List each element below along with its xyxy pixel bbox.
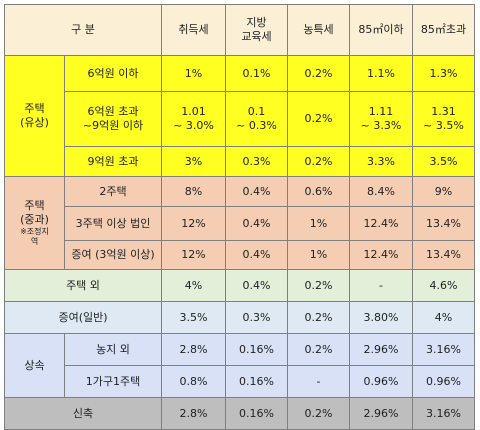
header-over-85: 85㎡초과 xyxy=(412,4,475,56)
row-label: 증여 (3억원 이상) xyxy=(64,240,162,270)
cell-local-education: 0.4% xyxy=(225,240,288,270)
cell-under-85: 1.1% xyxy=(349,55,413,92)
row-label: 9억원 초과 xyxy=(64,146,162,177)
header-local-education-tax: 지방 교육세 xyxy=(225,4,288,56)
table-row: 1가구1주택 0.8% 0.16% - 0.96% 0.96% xyxy=(5,365,475,398)
group-housing-heavy-note: ※조정지 역 xyxy=(20,227,49,246)
row-label: 주택 외 xyxy=(4,269,162,302)
cell-acquisition: 8% xyxy=(161,176,226,207)
header-acquisition-tax: 취득세 xyxy=(161,4,226,56)
group-housing-heavy-label: 주택 (중과) xyxy=(20,199,49,226)
row-label: 증여(일반) xyxy=(4,301,162,334)
cell-over-85: 4% xyxy=(412,301,475,334)
cell-under-85: 2.96% xyxy=(349,397,413,430)
table-row: 9억원 초과 3% 0.3% 0.2% 3.3% 3.5% xyxy=(5,146,475,177)
row-label: 1가구1주택 xyxy=(64,365,162,398)
cell-farm-special: - xyxy=(287,365,350,398)
cell-local-education: 0.4% xyxy=(225,176,288,207)
tax-rate-table: 구 분 취득세 지방 교육세 농특세 85㎡이하 85㎡초과 주택 (유상) 6… xyxy=(4,4,475,430)
cell-farm-special: 0.2% xyxy=(287,146,350,177)
row-label: 농지 외 xyxy=(64,333,162,366)
table-row: 증여 (3억원 이상) 12% 0.4% 1% 12.4% 13.4% xyxy=(5,240,475,270)
group-housing-heavy: 주택 (중과) ※조정지 역 xyxy=(4,176,65,270)
cell-acquisition: 1.01 ~ 3.0% xyxy=(161,91,226,147)
cell-under-85: 0.96% xyxy=(349,365,413,398)
cell-farm-special: 0.2% xyxy=(287,397,350,430)
cell-farm-special: 0.2% xyxy=(287,269,350,302)
header-category: 구 분 xyxy=(4,4,162,56)
cell-over-85: 0.96% xyxy=(412,365,475,398)
header-row: 구 분 취득세 지방 교육세 농특세 85㎡이하 85㎡초과 xyxy=(4,4,475,56)
cell-over-85: 3.5% xyxy=(412,146,475,177)
cell-farm-special: 1% xyxy=(287,206,350,241)
cell-local-education: 0.3% xyxy=(225,301,288,334)
cell-acquisition: 3.5% xyxy=(161,301,226,334)
cell-under-85: - xyxy=(349,269,413,302)
cell-acquisition: 12% xyxy=(161,240,226,270)
cell-under-85: 2.96% xyxy=(349,333,413,366)
row-label: 2주택 xyxy=(64,176,162,207)
row-label: 6억원 초과 ~9억원 이하 xyxy=(64,91,162,147)
table-row: 상속 농지 외 2.8% 0.16% 0.2% 2.96% 3.16% xyxy=(4,333,475,398)
cell-acquisition: 2.8% xyxy=(161,333,226,366)
cell-under-85: 12.4% xyxy=(349,240,413,270)
row-label: 신축 xyxy=(4,397,162,430)
cell-over-85: 4.6% xyxy=(412,269,475,302)
cell-over-85: 13.4% xyxy=(412,240,475,270)
header-farm-special-tax: 농특세 xyxy=(287,4,350,56)
cell-over-85: 13.4% xyxy=(412,206,475,241)
table-row: 주택 외 4% 0.4% 0.2% - 4.6% xyxy=(4,269,475,302)
cell-local-education: 0.16% xyxy=(225,333,288,366)
table-row: 3주택 이상 법인 12% 0.4% 1% 12.4% 13.4% xyxy=(5,206,475,241)
cell-farm-special: 0.6% xyxy=(287,176,350,207)
cell-farm-special: 0.2% xyxy=(287,91,350,147)
cell-over-85: 3.16% xyxy=(412,397,475,430)
cell-local-education: 0.1 ~ 0.3% xyxy=(225,91,288,147)
table-row: 신축 2.8% 0.16% 0.2% 2.96% 3.16% xyxy=(4,397,475,430)
cell-acquisition: 12% xyxy=(161,206,226,241)
cell-acquisition: 4% xyxy=(161,269,226,302)
cell-under-85: 8.4% xyxy=(349,176,413,207)
cell-under-85: 3.80% xyxy=(349,301,413,334)
cell-acquisition: 3% xyxy=(161,146,226,177)
table-row: 주택 (중과) ※조정지 역 2주택 8% 0.4% 0.6% 8.4% 9% xyxy=(4,176,475,270)
cell-under-85: 3.3% xyxy=(349,146,413,177)
cell-under-85: 12.4% xyxy=(349,206,413,241)
cell-acquisition: 0.8% xyxy=(161,365,226,398)
cell-local-education: 0.4% xyxy=(225,206,288,241)
table-row: 6억원 초과 ~9억원 이하 1.01 ~ 3.0% 0.1 ~ 0.3% 0.… xyxy=(5,91,475,147)
cell-over-85: 3.16% xyxy=(412,333,475,366)
cell-farm-special: 0.2% xyxy=(287,333,350,366)
cell-farm-special: 1% xyxy=(287,240,350,270)
header-under-85: 85㎡이하 xyxy=(349,4,413,56)
cell-local-education: 0.3% xyxy=(225,146,288,177)
table-row: 증여(일반) 3.5% 0.3% 0.2% 3.80% 4% xyxy=(4,301,475,334)
cell-over-85: 1.3% xyxy=(412,55,475,92)
cell-under-85: 1.11 ~ 3.3% xyxy=(349,91,413,147)
group-housing-paid: 주택 (유상) xyxy=(4,55,65,177)
row-label: 6억원 이하 xyxy=(64,55,162,92)
cell-local-education: 0.16% xyxy=(225,397,288,430)
cell-acquisition: 2.8% xyxy=(161,397,226,430)
cell-over-85: 9% xyxy=(412,176,475,207)
cell-farm-special: 0.2% xyxy=(287,301,350,334)
group-inheritance: 상속 xyxy=(4,333,65,398)
cell-local-education: 0.4% xyxy=(225,269,288,302)
cell-local-education: 0.1% xyxy=(225,55,288,92)
cell-local-education: 0.16% xyxy=(225,365,288,398)
table-row: 주택 (유상) 6억원 이하 1% 0.1% 0.2% 1.1% 1.3% xyxy=(4,55,475,177)
cell-acquisition: 1% xyxy=(161,55,226,92)
cell-farm-special: 0.2% xyxy=(287,55,350,92)
row-label: 3주택 이상 법인 xyxy=(64,206,162,241)
cell-over-85: 1.31 ~ 3.5% xyxy=(412,91,475,147)
